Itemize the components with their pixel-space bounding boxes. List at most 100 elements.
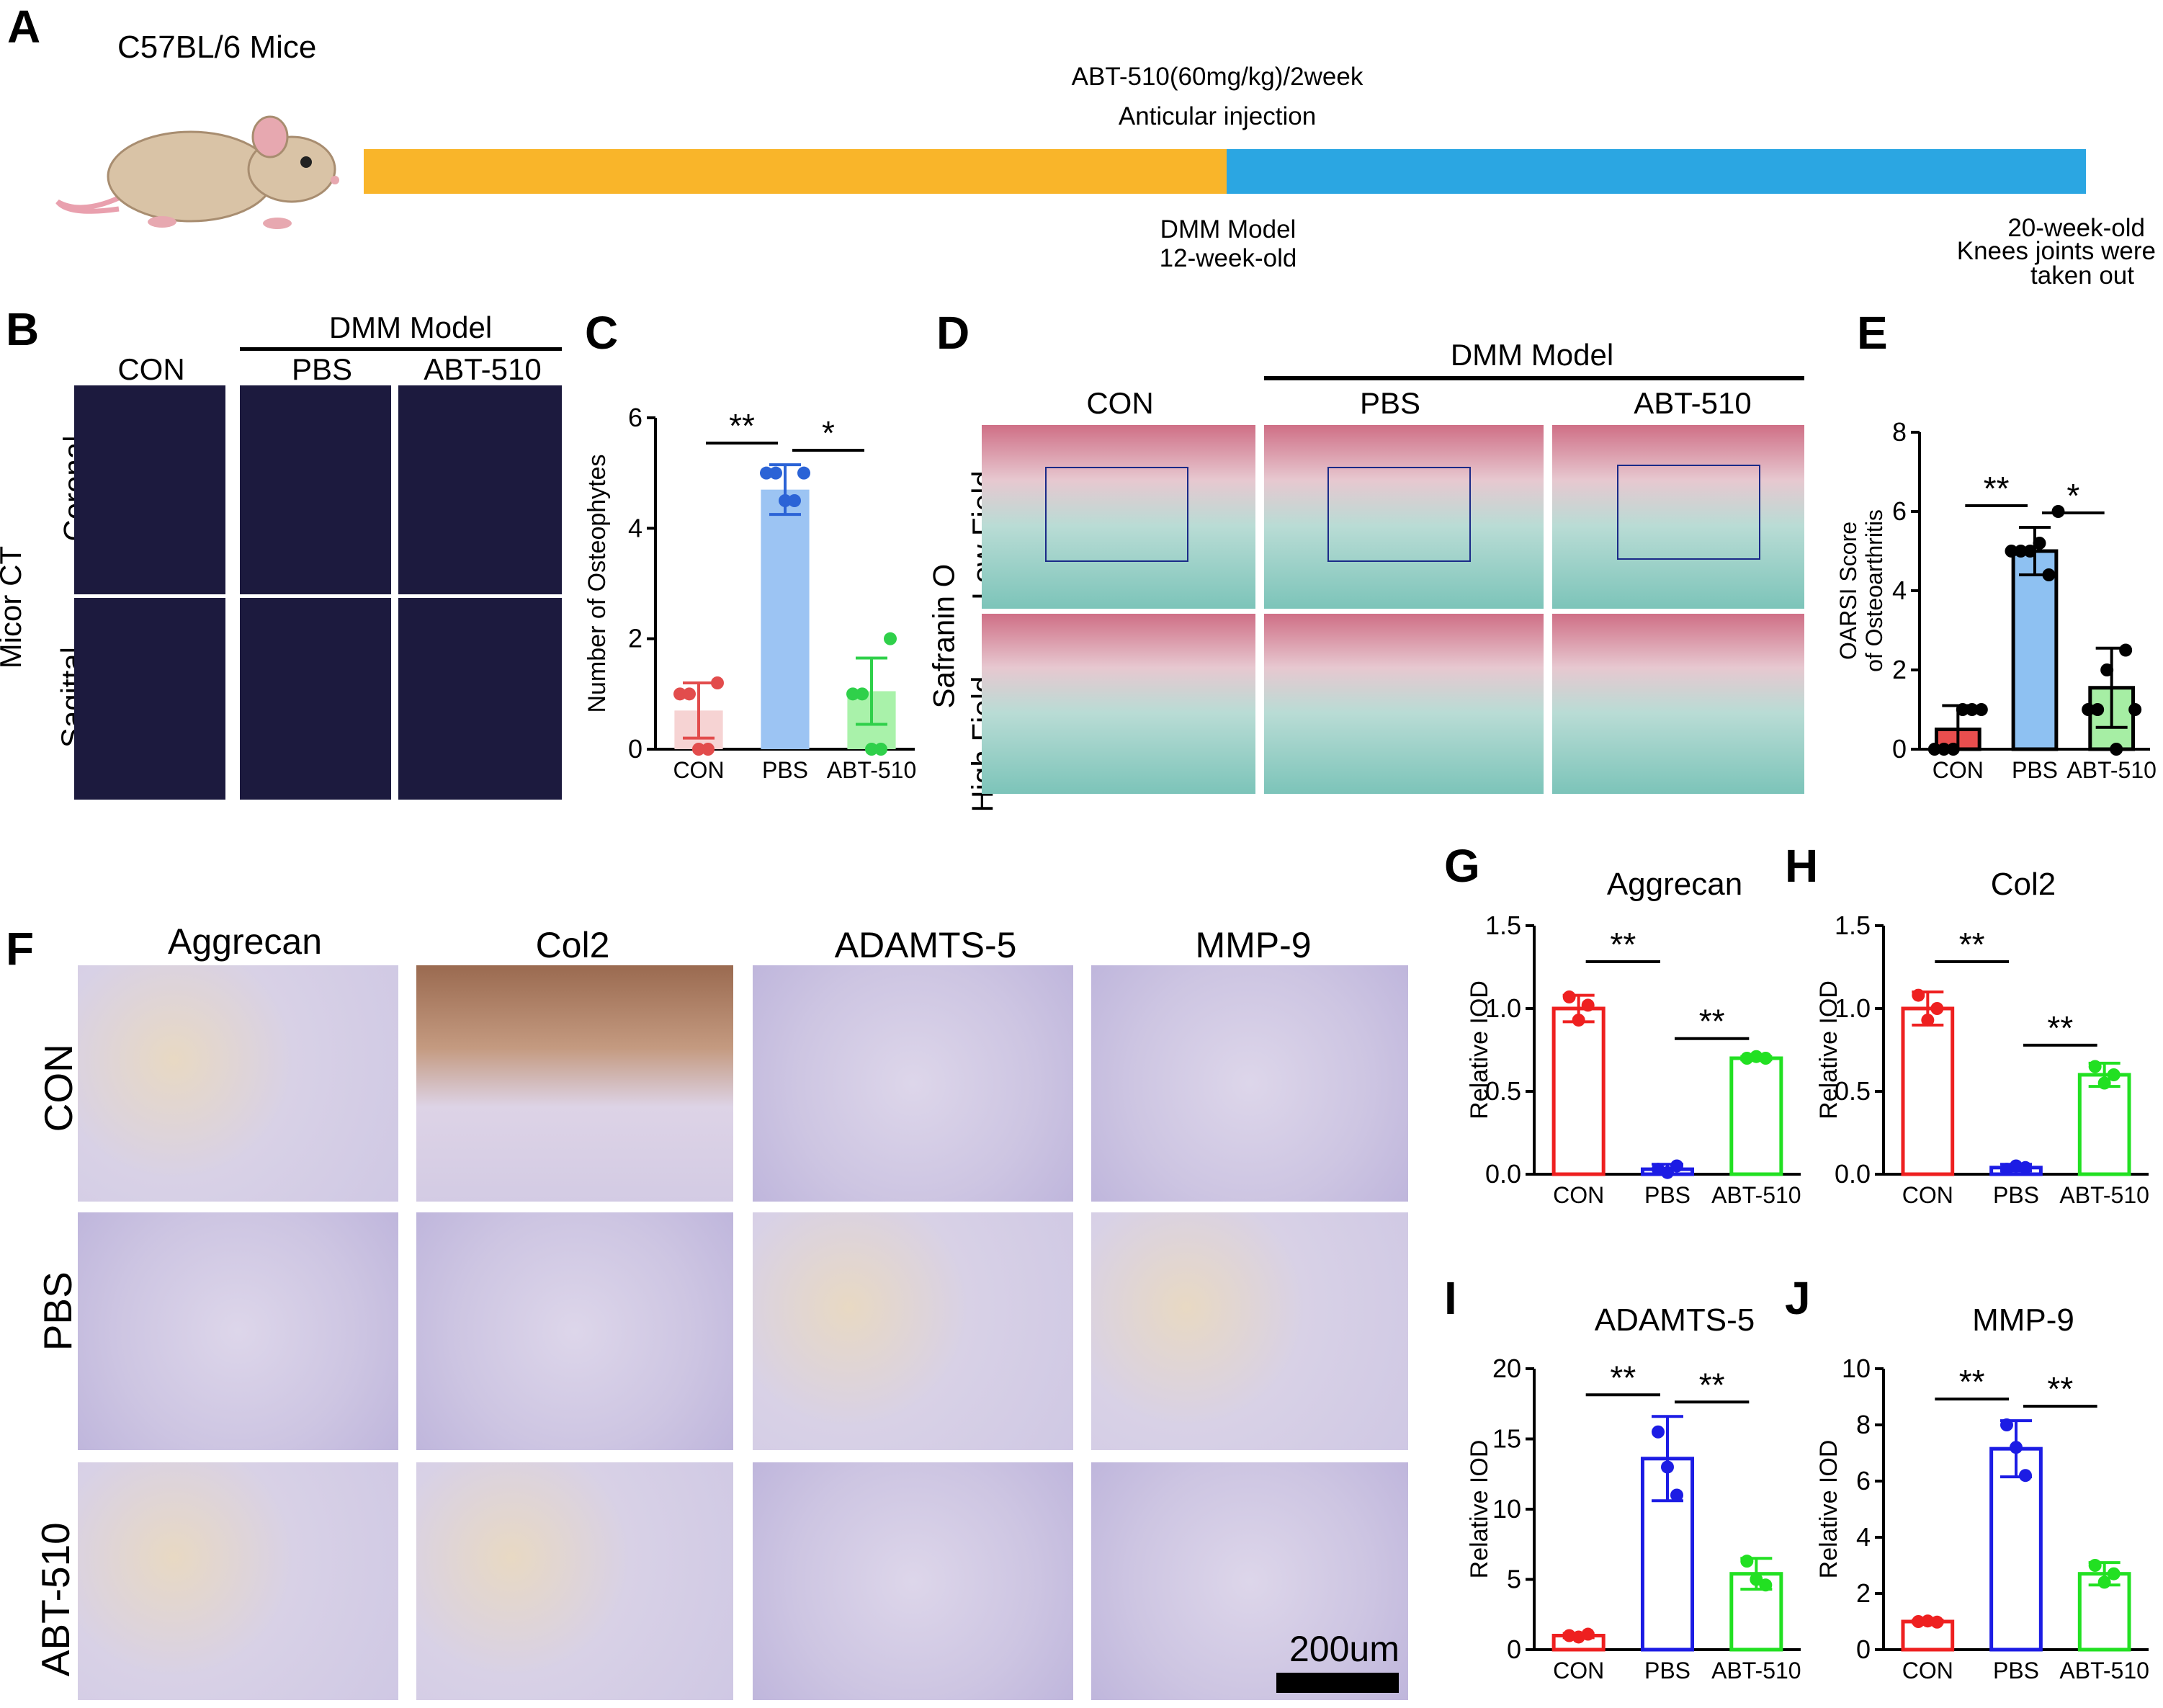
y-tick-label: 4 (628, 513, 642, 542)
data-point (2033, 537, 2046, 550)
f-col-col2: Col2 (535, 925, 610, 965)
y-tick-label: 15 (1492, 1424, 1521, 1454)
significance-label: * (2066, 477, 2079, 514)
ihc-abt-adamts5 (753, 1462, 1073, 1700)
category-label: CON (1902, 1658, 1953, 1684)
data-point (1562, 990, 1576, 1003)
significance-label: * (822, 414, 835, 452)
data-point (2110, 743, 2123, 756)
f-col-aggrecan: Aggrecan (167, 921, 323, 962)
significance-label: ** (1959, 1363, 1985, 1400)
category-label: PBS (1644, 1658, 1690, 1684)
data-point (1652, 1425, 1665, 1439)
data-point (673, 687, 686, 701)
significance-label: ** (1699, 1003, 1725, 1040)
category-label: PBS (2012, 757, 2058, 783)
ct-con-sagittal (74, 598, 225, 800)
panel-letter-e: E (1857, 307, 1888, 359)
y-axis-label: Relative IOD (1466, 980, 1493, 1119)
data-point (2019, 1161, 2032, 1174)
y-axis-label: Relative IOD (1815, 1440, 1842, 1579)
data-point (1956, 703, 1969, 716)
y-tick-label: 0.5 (1835, 1076, 1871, 1106)
y-tick-label: 8 (1856, 1410, 1871, 1439)
data-point (1912, 988, 1925, 1002)
scale-bar-label: 200um (1289, 1629, 1400, 1669)
y-axis-label: of Osteoarthritis (1861, 509, 1887, 672)
data-point (711, 676, 724, 689)
ihc-con-col2 (416, 965, 733, 1202)
data-point (1670, 1488, 1683, 1502)
timeline-phase2-bar (1227, 149, 2086, 194)
category-label: PBS (1644, 1182, 1690, 1208)
significance-label: ** (729, 407, 755, 444)
mouse-illustration (55, 115, 339, 229)
data-point (760, 466, 773, 480)
data-point (1661, 1460, 1674, 1474)
y-tick-label: 10 (1492, 1494, 1521, 1524)
data-point (1740, 1555, 1754, 1568)
data-point (2014, 545, 2028, 558)
chart-title: Aggrecan (1607, 867, 1742, 902)
y-axis-label: Relative IOD (1466, 1440, 1493, 1579)
b-group-header: DMM Model (328, 310, 493, 344)
data-point (2097, 1575, 2111, 1589)
data-point (1930, 1615, 1944, 1629)
data-point (779, 494, 792, 507)
significance-label: ** (1699, 1366, 1725, 1403)
data-point (2088, 1559, 2102, 1572)
chart-e: 0 2 4 6 8 OARSI Score of Osteoarthritis CON PBS A… (1835, 417, 2157, 783)
bar-con (1901, 1006, 1955, 1176)
data-point (1670, 1159, 1683, 1173)
ct-abt-coronal (398, 385, 562, 594)
y-axis-label: Number of Osteophytes (583, 454, 611, 712)
significance-label: ** (1984, 470, 2010, 507)
category-label: ABT-510 (2059, 1658, 2149, 1684)
treatment-label-line2: Anticular injection (1118, 102, 1317, 130)
panel-letter-d: D (936, 307, 970, 359)
timeline-phase1-bar (364, 149, 1227, 194)
b-group-line (240, 347, 562, 351)
data-point (2005, 545, 2018, 558)
y-tick-label: 1.5 (1835, 911, 1871, 940)
panel-letter-j: J (1785, 1272, 1811, 1324)
roi-box (1617, 465, 1760, 560)
category-label: ABT-510 (2059, 1182, 2149, 1208)
y-tick-label: 0 (628, 734, 642, 764)
bar-pbs (761, 489, 810, 749)
d-col-pbs: PBS (1359, 386, 1421, 420)
bar-pbs (2011, 549, 2059, 751)
category-label: ABT-510 (2066, 757, 2157, 783)
significance-label: ** (1959, 926, 1985, 963)
ihc-con-mmp9 (1091, 965, 1408, 1202)
data-point (1661, 1166, 1674, 1179)
data-point (769, 466, 782, 480)
bar-pbs (1989, 1447, 2043, 1652)
model-label-line2: 12-week-old (1159, 244, 1297, 272)
y-tick-label: 2 (1892, 655, 1907, 684)
data-point (846, 687, 859, 701)
chart-title: Col2 (1991, 867, 2056, 902)
ihc-abt-aggrecan (78, 1462, 398, 1700)
category-label: CON (1902, 1182, 1953, 1208)
ihc-abt-mmp9: 200um (1091, 1462, 1408, 1700)
ihc-con-aggrecan (78, 965, 398, 1202)
ct-abt-sagittal (398, 598, 562, 800)
b-side-label: Micor CT (0, 545, 28, 669)
data-point (2042, 568, 2056, 581)
panel-letter-c: C (585, 307, 619, 359)
data-point (1946, 743, 1960, 756)
significance-label: ** (2047, 1370, 2073, 1408)
y-tick-label: 1.5 (1485, 911, 1521, 940)
data-point (1965, 703, 1979, 716)
ihc-pbs-aggrecan (78, 1212, 398, 1450)
d-group-line (1264, 376, 1804, 380)
scale-bar (1276, 1673, 1399, 1693)
category-label: CON (1933, 757, 1984, 783)
category-label: PBS (1993, 1182, 2039, 1208)
data-point (788, 494, 801, 507)
ct-con-coronal (74, 385, 225, 594)
data-point (1937, 743, 1951, 756)
ct-pbs-sagittal (240, 598, 391, 800)
y-tick-label: 6 (1892, 496, 1907, 526)
